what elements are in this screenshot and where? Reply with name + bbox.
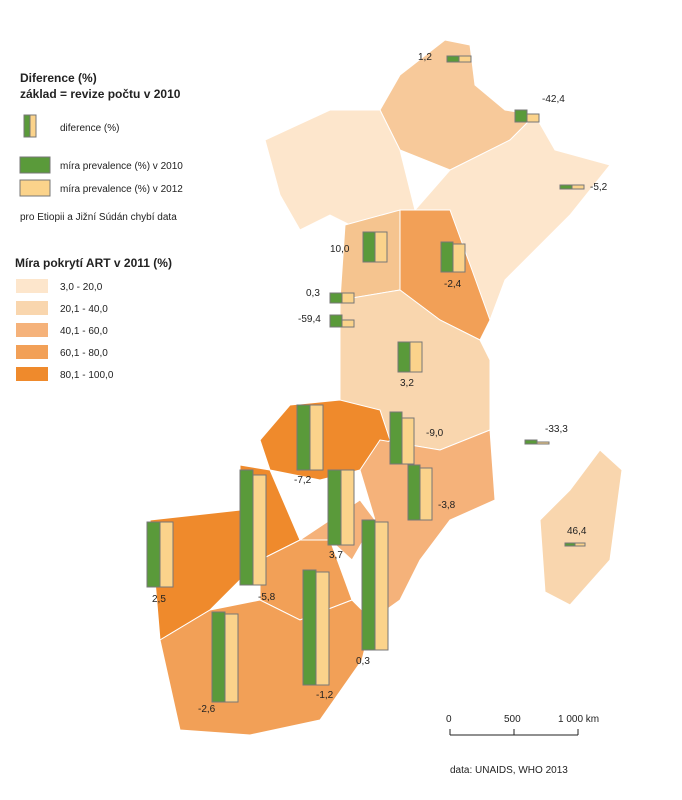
bar bbox=[446, 55, 460, 63]
bar bbox=[146, 521, 161, 588]
bar bbox=[302, 569, 317, 686]
region bbox=[539, 449, 623, 606]
bar bbox=[341, 319, 355, 328]
map-label: -7,2 bbox=[294, 475, 312, 486]
bar bbox=[559, 184, 573, 190]
legend-swatch bbox=[16, 323, 48, 337]
legend-class: 40,1 - 60,0 bbox=[60, 326, 108, 337]
bar bbox=[574, 542, 586, 547]
legend-swatch bbox=[19, 179, 51, 197]
map-label: 3,2 bbox=[400, 378, 414, 389]
legend-swatch bbox=[16, 367, 48, 381]
legend-item: míra prevalence (%) v 2012 bbox=[60, 184, 183, 195]
scale-label: 1 000 km bbox=[558, 714, 599, 725]
bar bbox=[458, 55, 472, 63]
legend-swatch bbox=[16, 345, 48, 359]
map-label: -59,4 bbox=[298, 314, 321, 325]
legend-item: míra prevalence (%) v 2010 bbox=[60, 161, 183, 172]
bar bbox=[571, 184, 585, 190]
map bbox=[149, 39, 623, 736]
scale-label: 500 bbox=[504, 714, 521, 725]
map-label: -3,8 bbox=[438, 500, 456, 511]
scale-bar bbox=[449, 729, 579, 736]
bar bbox=[452, 243, 466, 273]
bar bbox=[440, 241, 454, 273]
bar bbox=[564, 542, 576, 547]
bars bbox=[146, 55, 586, 703]
map-label: -2,6 bbox=[198, 704, 216, 715]
source: data: UNAIDS, WHO 2013 bbox=[450, 765, 568, 776]
bar bbox=[327, 469, 342, 546]
bar bbox=[361, 519, 376, 651]
legend-subtitle: základ = revize počtu v 2010 bbox=[20, 87, 181, 101]
map-label: -42,4 bbox=[542, 94, 565, 105]
legend-class: 20,1 - 40,0 bbox=[60, 304, 108, 315]
bar bbox=[407, 464, 421, 521]
bar bbox=[159, 521, 174, 588]
map-label: 0,3 bbox=[356, 656, 370, 667]
legend-title: Diference (%) bbox=[20, 71, 97, 85]
bar bbox=[389, 411, 403, 465]
bar bbox=[362, 231, 376, 263]
map-label: -2,4 bbox=[444, 279, 462, 290]
bar bbox=[296, 404, 311, 471]
scale-label: 0 bbox=[446, 714, 452, 725]
bar bbox=[340, 469, 355, 546]
legend-item: diference (%) bbox=[60, 123, 119, 134]
legend-title: Míra pokrytí ART v 2011 (%) bbox=[15, 256, 172, 270]
map-label: 46,4 bbox=[567, 526, 587, 537]
map-labels: 1,2 -42,4 -5,2 10,0 -2,4 0,3 -59,4 3,2 -… bbox=[152, 52, 608, 715]
bar bbox=[252, 474, 267, 586]
bar bbox=[514, 109, 528, 123]
bar bbox=[401, 417, 415, 465]
bar bbox=[329, 314, 343, 328]
map-label: -5,2 bbox=[590, 182, 608, 193]
map-label: -9,0 bbox=[426, 428, 444, 439]
bar bbox=[224, 613, 239, 703]
map-label: 1,2 bbox=[418, 52, 432, 63]
bar bbox=[419, 467, 433, 521]
legend-class: 60,1 - 80,0 bbox=[60, 348, 108, 359]
bar bbox=[397, 341, 411, 373]
legend-swatch bbox=[19, 156, 51, 174]
map-label: 10,0 bbox=[330, 244, 350, 255]
region bbox=[359, 429, 496, 621]
map-label: -1,2 bbox=[316, 690, 334, 701]
bar bbox=[239, 469, 254, 586]
legend-note: pro Etiopii a Jižní Súdán chybí data bbox=[20, 212, 177, 223]
bar bbox=[329, 292, 343, 304]
legend: Diference (%) základ = revize počtu v 20… bbox=[15, 71, 183, 381]
legend-swatch bbox=[16, 279, 48, 293]
bar bbox=[374, 521, 389, 651]
bar bbox=[526, 113, 540, 123]
bar bbox=[341, 292, 355, 304]
bar bbox=[409, 341, 423, 373]
bar bbox=[315, 571, 330, 686]
legend-icon bbox=[23, 114, 31, 138]
bar bbox=[211, 611, 226, 703]
legend-icon bbox=[29, 114, 37, 138]
legend-class: 3,0 - 20,0 bbox=[60, 282, 103, 293]
map-label: 2,5 bbox=[152, 594, 166, 605]
bar bbox=[524, 439, 538, 445]
map-label: -33,3 bbox=[545, 424, 568, 435]
bar bbox=[374, 231, 388, 263]
legend-class: 80,1 - 100,0 bbox=[60, 370, 114, 381]
map-label: 3,7 bbox=[329, 550, 343, 561]
map-label: -5,8 bbox=[258, 592, 276, 603]
bar bbox=[536, 441, 550, 445]
bar bbox=[309, 404, 324, 471]
legend-swatch bbox=[16, 301, 48, 315]
map-label: 0,3 bbox=[306, 288, 320, 299]
